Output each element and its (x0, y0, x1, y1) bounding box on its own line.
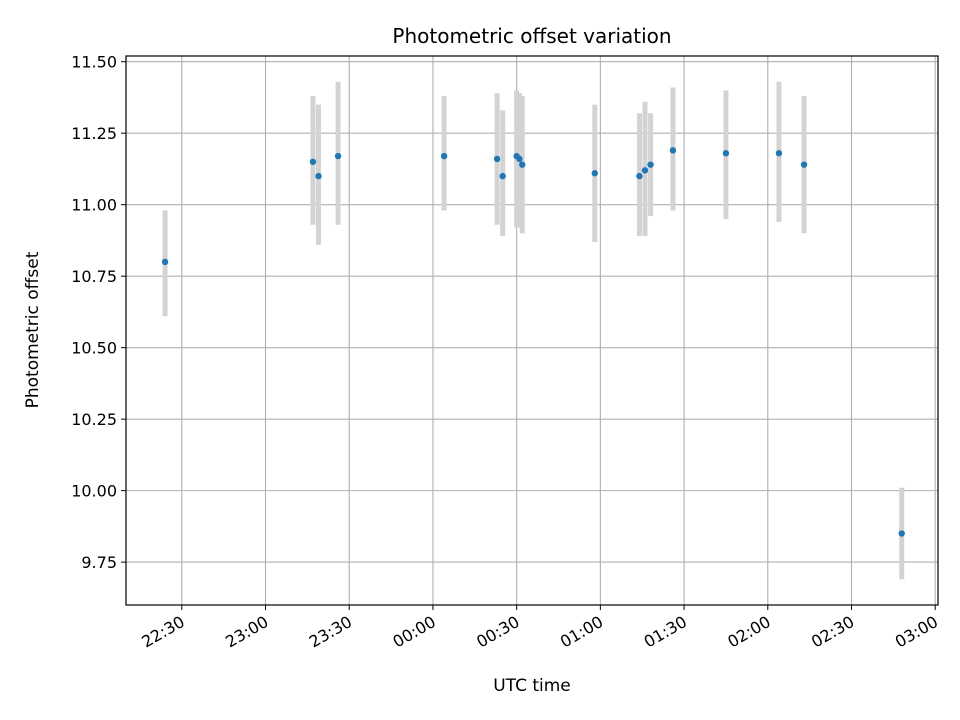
data-point (898, 530, 905, 537)
data-point (334, 152, 342, 160)
data-point (516, 155, 523, 163)
y-tick-label: 10.25 (71, 410, 117, 429)
data-point (636, 172, 643, 180)
data-point (315, 172, 322, 180)
y-tick-label: 10.75 (71, 267, 117, 286)
plot-frame (125, 55, 939, 606)
data-points (161, 147, 905, 537)
data-point (161, 258, 169, 266)
data-point (647, 161, 654, 168)
y-axis-ticks: 9.75 10.00 10.25 10.50 10.75 11.00 11.25 11.50 (71, 53, 126, 572)
data-point (641, 167, 649, 174)
data-point (775, 150, 783, 157)
y-tick-label: 10.00 (71, 482, 117, 501)
y-tick-label: 11.50 (71, 53, 117, 72)
data-point (440, 152, 448, 160)
data-point (519, 161, 526, 168)
grid (126, 56, 938, 605)
data-point (309, 158, 317, 165)
y-axis-label: Photometric offset (23, 251, 43, 408)
y-tick-label: 11.00 (71, 196, 117, 215)
data-point (591, 170, 598, 177)
data-point (499, 172, 506, 180)
chart-title: Photometric offset variation (392, 24, 671, 48)
data-point (800, 161, 808, 168)
data-point (493, 155, 501, 163)
x-axis-label: UTC time (493, 676, 571, 696)
y-tick-label: 9.75 (81, 553, 117, 572)
y-tick-label: 11.25 (71, 124, 117, 143)
data-point (722, 150, 730, 157)
y-tick-label: 10.50 (71, 339, 117, 358)
data-point (669, 147, 677, 154)
